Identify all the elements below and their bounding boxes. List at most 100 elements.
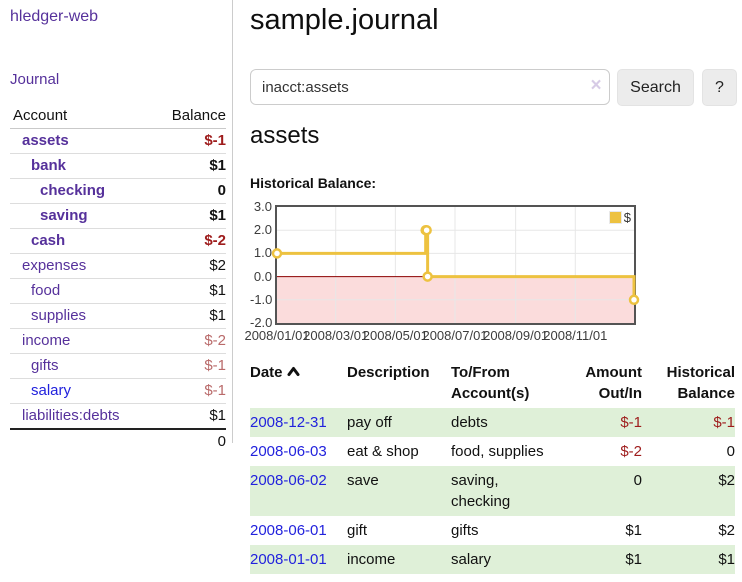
txn-amount-cell: $1 bbox=[625, 551, 642, 568]
txn-amount-cell: $-2 bbox=[620, 443, 642, 460]
x-tick-label: 2008/09/01 bbox=[483, 328, 549, 343]
transaction-row: 2008-12-31 pay off debts $-1 $-1 bbox=[250, 408, 735, 437]
historical-balance-label: Historical Balance: bbox=[250, 175, 377, 191]
transaction-date-link[interactable]: 2008-06-01 bbox=[250, 522, 327, 539]
y-tick-label: 0.0 bbox=[253, 268, 272, 284]
sidebar-account-salary[interactable]: salary bbox=[31, 382, 72, 399]
balance-chart: $ bbox=[271, 205, 640, 325]
txn-accounts-cell: salary bbox=[451, 551, 492, 568]
x-tick-label: 2008/07/01 bbox=[422, 328, 488, 343]
x-tick-label: 2008/11/01 bbox=[543, 328, 608, 343]
transactions-table-body: 2008-12-31 pay off debts $-1 $-1 2008-06-03 ea… bbox=[250, 408, 735, 574]
account-row: checking 0 bbox=[10, 178, 226, 204]
account-balance: $1 bbox=[209, 207, 226, 224]
txn-balance-cell: $-1 bbox=[713, 414, 735, 431]
sidebar-account-bank[interactable]: bank bbox=[31, 157, 67, 174]
txn-description-cell: gift bbox=[347, 522, 368, 539]
sidebar-account-cash[interactable]: cash bbox=[31, 232, 66, 249]
account-row: food $1 bbox=[10, 278, 226, 304]
accounts-total-row: 0 bbox=[10, 428, 226, 454]
transactions-header-row: Date Description To/From Account(s) Amou… bbox=[250, 358, 735, 408]
sidebar-item-journal[interactable]: Journal bbox=[10, 71, 60, 88]
search-input[interactable] bbox=[250, 69, 610, 105]
account-balance: 0 bbox=[217, 182, 226, 199]
chart-legend: $ bbox=[608, 210, 631, 225]
sidebar-account-assets[interactable]: assets bbox=[22, 132, 69, 149]
balance-column-header: Balance bbox=[171, 107, 226, 124]
txn-accounts-cell: food, supplies bbox=[451, 443, 544, 460]
transaction-date-link[interactable]: 2008-06-03 bbox=[250, 443, 327, 460]
sidebar-account-liabilities-debts[interactable]: liabilities:debts bbox=[22, 407, 120, 424]
transaction-date-link[interactable]: 2008-01-01 bbox=[250, 551, 327, 568]
sidebar-account-checking[interactable]: checking bbox=[40, 182, 106, 199]
txn-balance-cell: $1 bbox=[718, 551, 735, 568]
txn-date-cell: 2008-06-01 bbox=[250, 516, 347, 545]
accounts-table-header: Account Balance bbox=[10, 104, 226, 129]
transaction-date-link[interactable]: 2008-12-31 bbox=[250, 414, 327, 431]
account-balance: $2 bbox=[209, 257, 226, 274]
account-heading: assets bbox=[250, 122, 320, 149]
y-tick-label: 1.0 bbox=[253, 245, 272, 261]
accounts-total-value: 0 bbox=[151, 428, 226, 454]
account-row: income $-2 bbox=[10, 328, 226, 354]
sidebar-account-saving[interactable]: saving bbox=[40, 207, 88, 224]
txn-balance-cell: 0 bbox=[726, 443, 735, 460]
page-title: sample.journal bbox=[250, 4, 439, 36]
description-column-header[interactable]: Description bbox=[347, 364, 430, 381]
account-balance: $1 bbox=[209, 157, 226, 174]
x-tick-label: 2008/05/01 bbox=[362, 328, 428, 343]
data-point bbox=[422, 271, 433, 282]
txn-description-cell: income bbox=[347, 551, 396, 568]
y-tick-label: 3.0 bbox=[253, 199, 272, 214]
clear-search-icon[interactable]: × bbox=[590, 75, 602, 96]
chart-y-labels: 3.0 2.0 1.0 0.0 -1.0 -2.0 bbox=[250, 199, 272, 330]
txn-date-cell: 2008-01-01 bbox=[250, 545, 347, 574]
sidebar: hledger-web Journal Account Balance asse… bbox=[0, 0, 233, 454]
brand-link[interactable]: hledger-web bbox=[10, 8, 99, 25]
sidebar-account-income[interactable]: income bbox=[22, 332, 71, 349]
txn-balance-cell: $2 bbox=[718, 472, 735, 489]
sidebar-account-supplies[interactable]: supplies bbox=[31, 307, 87, 324]
account-balance: $-1 bbox=[204, 357, 226, 374]
txn-date-cell: 2008-06-03 bbox=[250, 437, 347, 466]
txn-description-cell: save bbox=[347, 472, 379, 489]
txn-description-cell: pay off bbox=[347, 414, 392, 431]
account-balance: $-2 bbox=[204, 332, 226, 349]
sidebar-account-expenses[interactable]: expenses bbox=[22, 257, 87, 274]
sidebar-account-food[interactable]: food bbox=[31, 282, 61, 299]
transaction-date-link[interactable]: 2008-06-02 bbox=[250, 472, 327, 489]
account-row: salary $-1 bbox=[10, 378, 226, 404]
txn-balance-cell: $2 bbox=[718, 522, 735, 539]
txn-accounts-cell: debts bbox=[451, 414, 488, 431]
main-content: sample.journal × Search ? assets Histori… bbox=[244, 0, 742, 582]
help-button[interactable]: ? bbox=[702, 69, 737, 106]
chart-plot-svg bbox=[271, 207, 640, 323]
txn-amount-cell: $1 bbox=[625, 522, 642, 539]
transaction-row: 2008-06-02 save saving, checking 0 $2 bbox=[250, 466, 735, 516]
sidebar-account-gifts[interactable]: gifts bbox=[31, 357, 59, 374]
txn-date-cell: 2008-12-31 bbox=[250, 408, 347, 437]
txn-date-cell: 2008-06-02 bbox=[250, 466, 347, 516]
account-balance: $-2 bbox=[204, 232, 226, 249]
account-balance: $1 bbox=[209, 307, 226, 324]
chart-x-labels: 2008/01/01 2008/03/01 2008/05/01 2008/07/01… bbox=[244, 328, 634, 344]
amount-column-header[interactable]: Amount Out/In bbox=[585, 364, 642, 402]
transaction-row: 2008-06-03 eat & shop food, supplies $-2 0 bbox=[250, 437, 735, 466]
txn-description-cell: eat & shop bbox=[347, 443, 419, 460]
accounts-column-header[interactable]: To/From Account(s) bbox=[451, 364, 530, 402]
data-point bbox=[271, 248, 283, 259]
total-spacer bbox=[10, 428, 152, 454]
account-balance: $1 bbox=[209, 282, 226, 299]
accounts-table: Account Balance assets $-1 bank $1 checking 0… bbox=[10, 104, 226, 454]
account-balance: $1 bbox=[209, 407, 226, 424]
search-button[interactable]: Search bbox=[617, 69, 694, 106]
sort-ascending-icon bbox=[287, 367, 300, 376]
accounts-table-body: assets $-1 bank $1 checking 0 saving $1 cash $-2 e… bbox=[10, 129, 226, 430]
balance-column-header-txn[interactable]: Historical Balance bbox=[666, 364, 735, 402]
date-column-header[interactable]: Date bbox=[250, 358, 347, 408]
legend-swatch-icon bbox=[608, 211, 622, 224]
data-point bbox=[628, 294, 640, 306]
account-row: expenses $2 bbox=[10, 253, 226, 279]
account-row: assets $-1 bbox=[10, 129, 226, 154]
